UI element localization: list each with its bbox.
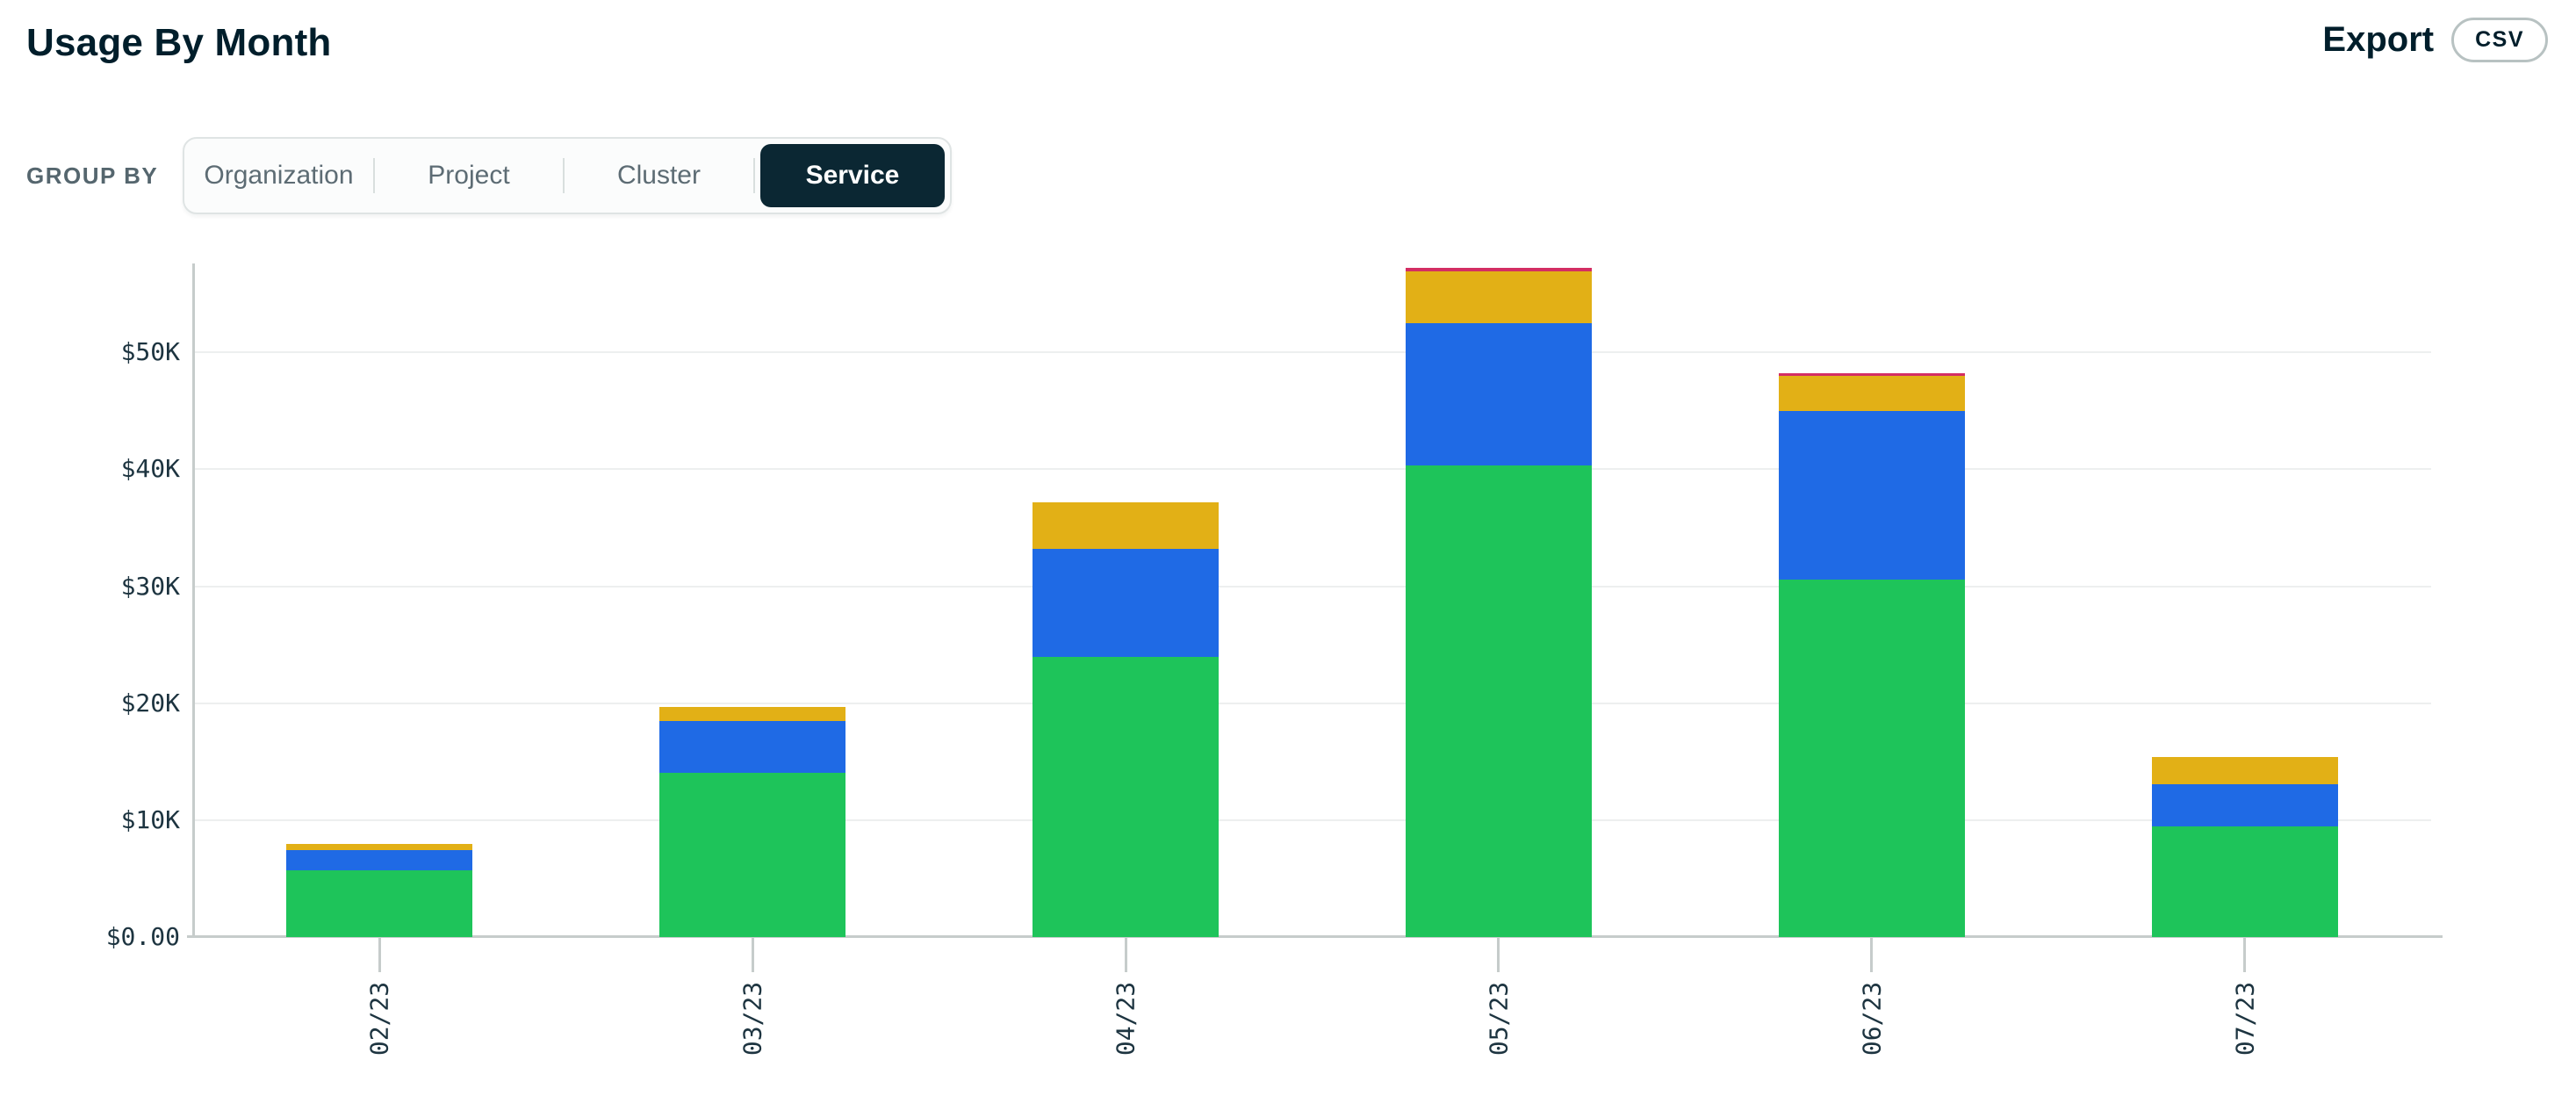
bar-06/23-blue-service[interactable] bbox=[1779, 411, 1965, 580]
x-axis-label-04/23: 04/23 bbox=[1111, 981, 1140, 1056]
x-axis-tick-02/23 bbox=[378, 937, 381, 972]
bar-02/23-yellow-service[interactable] bbox=[286, 844, 472, 850]
bar-06/23-yellow-service[interactable] bbox=[1779, 376, 1965, 411]
gridline-$20K bbox=[193, 703, 2431, 704]
group-by-segmented-control: Organization Project Cluster Service bbox=[183, 137, 953, 214]
y-axis-line bbox=[192, 263, 195, 937]
bar-05/23-yellow-service[interactable] bbox=[1406, 271, 1592, 323]
y-axis-label-$30K: $30K bbox=[120, 572, 180, 601]
gridline-$40K bbox=[193, 468, 2431, 470]
page-title: Usage By Month bbox=[26, 21, 332, 64]
bar-07/23-yellow-service[interactable] bbox=[2152, 757, 2338, 784]
bar-02/23-green-service[interactable] bbox=[286, 870, 472, 937]
bar-04/23-yellow-service[interactable] bbox=[1033, 502, 1219, 549]
group-by-option-cluster[interactable]: Cluster bbox=[566, 144, 752, 207]
bar-05/23-blue-service[interactable] bbox=[1406, 323, 1592, 465]
bar-06/23-green-service[interactable] bbox=[1779, 580, 1965, 937]
x-axis-tick-07/23 bbox=[2243, 937, 2246, 972]
x-axis-label-07/23: 07/23 bbox=[2230, 981, 2260, 1056]
group-by-controls: GROUP BY Organization Project Cluster Servi… bbox=[26, 137, 953, 214]
bar-07/23-green-service[interactable] bbox=[2152, 826, 2338, 937]
gridline-$50K bbox=[193, 351, 2431, 353]
segment-divider bbox=[752, 158, 755, 193]
bar-04/23-green-service[interactable] bbox=[1033, 656, 1219, 937]
bar-03/23-green-service[interactable] bbox=[659, 772, 845, 937]
x-axis-label-05/23: 05/23 bbox=[1484, 981, 1514, 1056]
x-axis-line bbox=[187, 935, 2443, 938]
x-axis-label-03/23: 03/23 bbox=[738, 981, 767, 1056]
segment-divider bbox=[372, 158, 375, 193]
gridline-$10K bbox=[193, 819, 2431, 821]
group-by-option-organization[interactable]: Organization bbox=[186, 144, 371, 207]
x-axis-tick-05/23 bbox=[1497, 937, 1500, 972]
bar-03/23-yellow-service[interactable] bbox=[659, 707, 845, 721]
bar-02/23-blue-service[interactable] bbox=[286, 850, 472, 870]
segment-divider bbox=[563, 158, 565, 193]
y-axis-label-$20K: $20K bbox=[120, 689, 180, 717]
x-axis-tick-04/23 bbox=[1125, 937, 1127, 972]
x-axis-label-06/23: 06/23 bbox=[1857, 981, 1887, 1056]
x-axis-tick-06/23 bbox=[1870, 937, 1873, 972]
y-axis-label-$10K: $10K bbox=[120, 805, 180, 834]
bar-06/23-red-service[interactable] bbox=[1779, 373, 1965, 376]
gridline-$30K bbox=[193, 586, 2431, 588]
x-axis-tick-03/23 bbox=[752, 937, 754, 972]
export-area: Export CSV bbox=[2322, 18, 2548, 62]
bar-07/23-blue-service[interactable] bbox=[2152, 784, 2338, 826]
group-by-option-service[interactable]: Service bbox=[759, 144, 946, 207]
y-axis-label-$0.00: $0.00 bbox=[105, 922, 180, 951]
x-axis-label-02/23: 02/23 bbox=[364, 981, 394, 1056]
y-axis-label-$50K: $50K bbox=[120, 337, 180, 366]
group-by-label: GROUP BY bbox=[26, 162, 159, 189]
y-axis-label-$40K: $40K bbox=[120, 454, 180, 483]
bar-05/23-green-service[interactable] bbox=[1406, 465, 1592, 937]
export-csv-button[interactable]: CSV bbox=[2451, 18, 2548, 62]
export-label: Export bbox=[2322, 20, 2435, 59]
bar-03/23-blue-service[interactable] bbox=[659, 721, 845, 773]
bar-05/23-red-service[interactable] bbox=[1406, 268, 1592, 271]
group-by-option-project[interactable]: Project bbox=[377, 144, 562, 207]
bar-04/23-blue-service[interactable] bbox=[1033, 549, 1219, 657]
